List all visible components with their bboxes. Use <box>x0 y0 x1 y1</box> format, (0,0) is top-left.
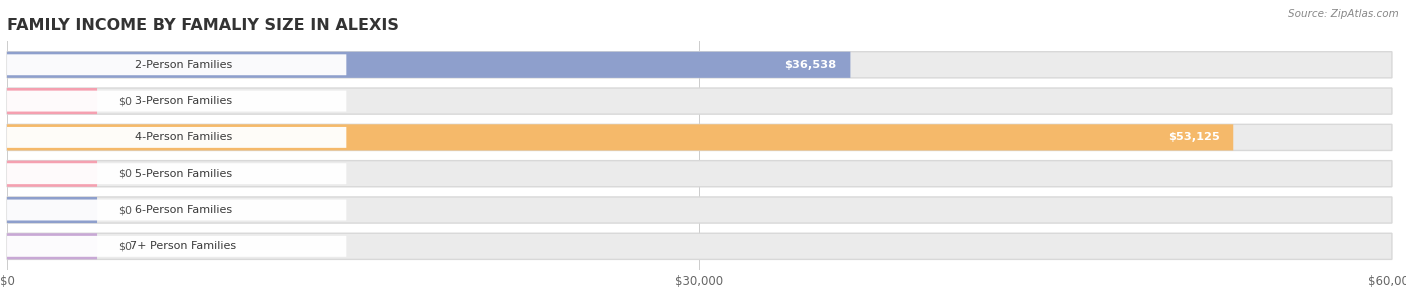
FancyBboxPatch shape <box>7 52 1392 78</box>
FancyBboxPatch shape <box>7 91 346 112</box>
Text: Source: ZipAtlas.com: Source: ZipAtlas.com <box>1288 9 1399 19</box>
FancyBboxPatch shape <box>7 236 346 257</box>
FancyBboxPatch shape <box>7 197 1392 223</box>
FancyBboxPatch shape <box>7 88 97 114</box>
Text: FAMILY INCOME BY FAMALIY SIZE IN ALEXIS: FAMILY INCOME BY FAMALIY SIZE IN ALEXIS <box>7 18 399 33</box>
Text: $0: $0 <box>118 205 132 215</box>
FancyBboxPatch shape <box>7 233 97 259</box>
FancyBboxPatch shape <box>7 127 346 148</box>
FancyBboxPatch shape <box>7 52 851 78</box>
Text: 4-Person Families: 4-Person Families <box>135 132 232 142</box>
FancyBboxPatch shape <box>7 88 1392 114</box>
Text: $0: $0 <box>118 241 132 251</box>
Text: 3-Person Families: 3-Person Families <box>135 96 232 106</box>
Text: 2-Person Families: 2-Person Families <box>135 60 232 70</box>
Text: 7+ Person Families: 7+ Person Families <box>131 241 236 251</box>
FancyBboxPatch shape <box>7 163 346 184</box>
FancyBboxPatch shape <box>7 197 97 223</box>
FancyBboxPatch shape <box>7 233 1392 259</box>
Text: 6-Person Families: 6-Person Families <box>135 205 232 215</box>
Text: $53,125: $53,125 <box>1167 132 1219 142</box>
FancyBboxPatch shape <box>7 124 1392 150</box>
FancyBboxPatch shape <box>7 161 97 187</box>
Text: $0: $0 <box>118 169 132 179</box>
Text: 5-Person Families: 5-Person Families <box>135 169 232 179</box>
Text: $36,538: $36,538 <box>785 60 837 70</box>
FancyBboxPatch shape <box>7 124 1233 150</box>
FancyBboxPatch shape <box>7 54 346 75</box>
Text: $0: $0 <box>118 96 132 106</box>
FancyBboxPatch shape <box>7 199 346 221</box>
FancyBboxPatch shape <box>7 161 1392 187</box>
